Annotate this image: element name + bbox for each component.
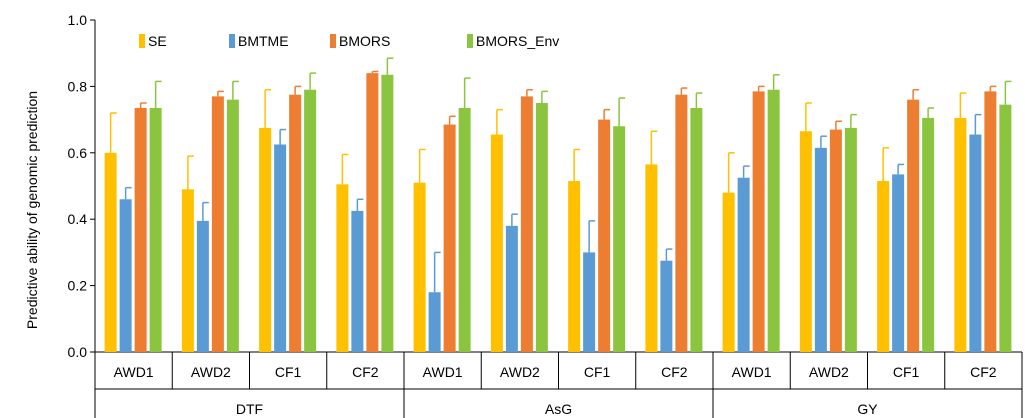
x-tick-label: CF1 [584,364,611,380]
bar-bmors_env [535,103,548,352]
bar-bmors [598,119,611,352]
bar-se [645,164,658,352]
legend-swatch [330,34,336,48]
x-tick-label: CF2 [661,364,688,380]
bar-bmors_env [999,104,1012,352]
y-tick-label: 0.8 [68,78,88,94]
bar-se [181,189,194,352]
bar-se [336,184,349,352]
bar-bmors_env [458,107,471,352]
bar-bmors [675,94,688,352]
bar-se [413,182,426,352]
bar-bmors [289,94,302,352]
bar-bmtme [660,260,673,352]
bar-bmors_env [767,89,780,352]
x-tick-label: AWD1 [423,364,463,380]
bar-bmors [752,91,765,352]
legend-label: BMORS_Env [476,33,559,49]
y-tick-label: 0.0 [68,344,88,360]
legend-label: BMORS [339,33,390,49]
bar-se [490,134,503,352]
bar-bmtme [274,144,287,352]
group-label: DTF [236,401,263,417]
bar-se [722,192,735,352]
bar-se [954,117,967,352]
y-tick-label: 1.0 [68,12,88,28]
legend-swatch [467,34,473,48]
bar-bmtme [583,252,596,352]
bar-bmors_env [381,74,394,352]
y-tick-label: 0.2 [68,278,88,294]
x-tick-label: AWD2 [809,364,849,380]
legend-swatch [139,34,145,48]
y-axis-label: Predictive ability of genomic prediction [24,91,40,329]
x-tick-label: CF1 [893,364,920,380]
bar-bmors [211,96,224,352]
bar-bmtme [892,174,905,352]
bar-bmtme [119,199,132,352]
bar-se [259,127,272,353]
x-tick-label: AWD1 [114,364,154,380]
bar-bmors_env [226,99,239,353]
legend-label: SE [148,33,167,49]
bar-bmors_env [690,107,703,352]
bar-bmors [366,73,379,353]
x-tick-label: AWD1 [732,364,772,380]
legend-label: BMTME [238,33,289,49]
bar-bmors_env [304,89,317,352]
bar-bmors [520,96,533,352]
bar-bmtme [814,147,827,352]
bar-bmors_env [613,126,626,353]
bar-bmors_env [922,117,935,352]
bar-se [877,181,890,352]
bar-se [568,181,581,352]
bar-bmors [134,107,147,352]
legend: SE BMTME BMORS BMORS_Env [139,33,559,49]
y-tick-label: 0.6 [68,145,88,161]
x-tick-label: CF1 [275,364,302,380]
bar-se [104,152,117,352]
bar-bmtme [737,177,750,352]
bar-bmors_env [844,127,857,353]
plot-area: 0.0 0.2 0.4 0.6 0.8 1.0 AWD1 AWD2 CF1 CF2 AWD1 AWD2… [68,12,1023,418]
bar-bmors [907,99,920,353]
bar-bmors [829,129,842,352]
x-tick-label: AWD2 [500,364,540,380]
y-tick-label: 0.4 [68,211,88,227]
bar-bmtme [428,292,441,352]
bar-bmors [984,91,997,352]
group-label: AsG [545,401,572,417]
bar-bmors_env [149,107,162,352]
x-tick-label: CF2 [352,364,379,380]
bar-se [799,131,812,352]
bar-bmtme [505,225,518,352]
group-label: GY [857,401,878,417]
bar-bmors [443,124,456,352]
bar-bmtme [351,210,364,352]
legend-swatch [229,34,235,48]
bar-bmtme [969,134,982,352]
x-tick-label: AWD2 [191,364,231,380]
bar-bmtme [196,220,209,352]
x-tick-label: CF2 [970,364,997,380]
